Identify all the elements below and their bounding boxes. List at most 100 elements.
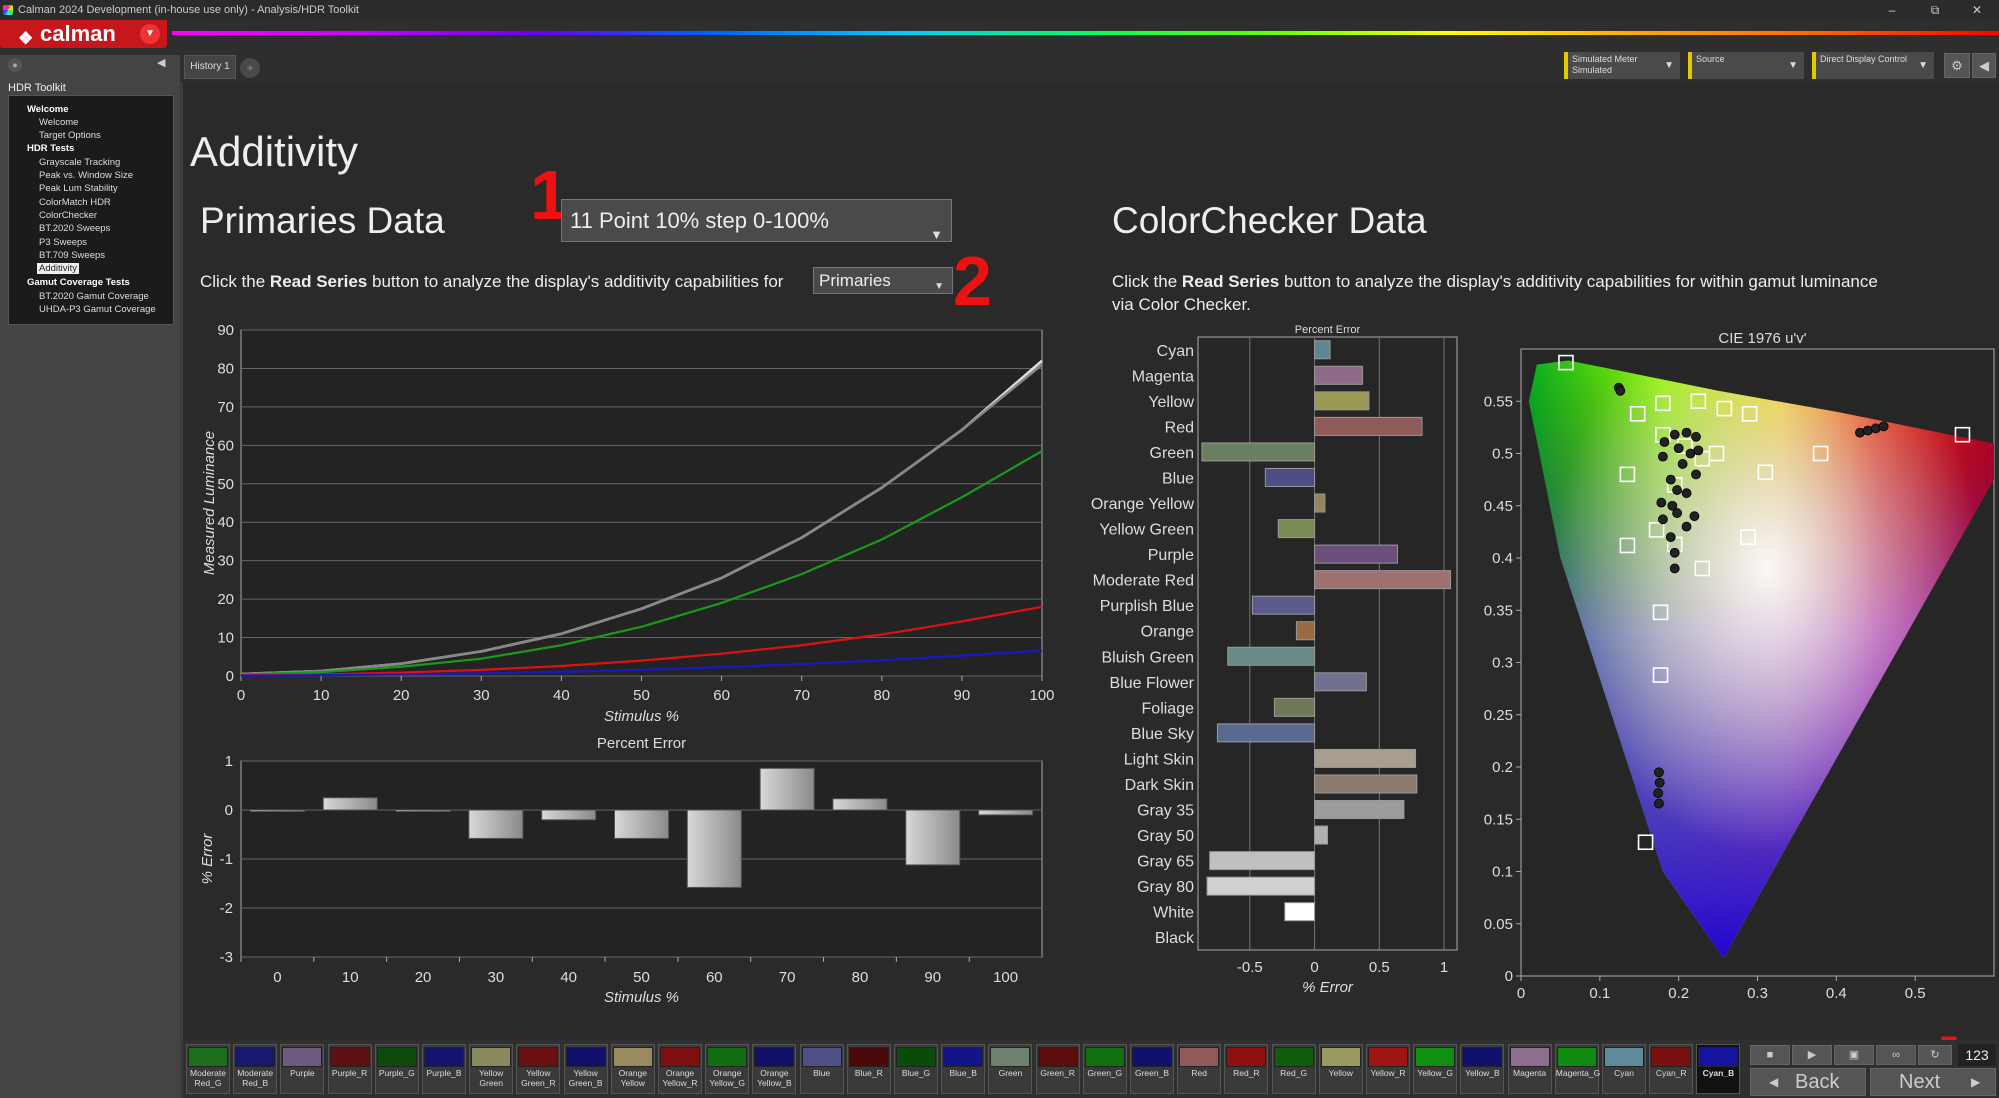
tree-item-peak-lum-stability[interactable]: Peak Lum Stability (39, 183, 118, 194)
tree-item-bt2020-sweeps[interactable]: BT.2020 Sweeps (39, 223, 111, 234)
swatch-item[interactable]: Yellow Green (469, 1044, 514, 1094)
series-select[interactable]: 11 Point 10% step 0-100% ▼ (561, 199, 952, 242)
cc-error-bar (1201, 442, 1316, 462)
swatch-item[interactable]: Purple (280, 1044, 325, 1094)
x-tick-label: 50 (633, 687, 650, 704)
tree-item-colorchecker[interactable]: ColorChecker (39, 210, 98, 221)
back-button[interactable]: ◀ Back (1750, 1068, 1866, 1096)
measured-point (1669, 563, 1680, 574)
primaries-heading: Primaries Data (200, 200, 445, 241)
swatch-item[interactable]: Purple_G (374, 1044, 419, 1094)
loop-icon[interactable]: ∞ (1876, 1045, 1916, 1065)
swatch-item[interactable]: Magenta_G (1554, 1044, 1600, 1094)
swatch-item[interactable]: Green_R (1035, 1044, 1080, 1094)
swatch-item[interactable]: Orange Yellow_B (752, 1044, 797, 1094)
swatch-label: Cyan (1614, 1068, 1634, 1078)
swatch-item[interactable]: Yellow_R (1366, 1044, 1410, 1094)
next-button[interactable]: Next ▶ (1870, 1068, 1996, 1096)
y-tick-label: 80 (217, 360, 234, 377)
swatch-item[interactable]: Cyan (1602, 1044, 1646, 1094)
tree-item-colormatch-hdr[interactable]: ColorMatch HDR (39, 197, 111, 208)
swatch-item[interactable]: Blue_B (941, 1044, 986, 1094)
swatch-item[interactable]: Yellow_G (1413, 1044, 1458, 1094)
sidebar-settings-icon[interactable]: ● (8, 58, 22, 72)
tree-item-additivity[interactable]: Additivity (37, 263, 80, 274)
tree-item-grayscale-tracking[interactable]: Grayscale Tracking (39, 157, 121, 168)
swatch-item[interactable]: Red_G (1271, 1044, 1316, 1094)
swatch-item[interactable]: Red_R (1224, 1044, 1269, 1094)
target-marker (1637, 834, 1654, 851)
luminance-plot-area (240, 329, 1043, 677)
measured-point (1672, 485, 1682, 495)
swatch-label: Purple (290, 1068, 315, 1078)
cc-error-bar (1206, 876, 1316, 896)
collapse-sidebar-icon[interactable]: ◀ (157, 57, 166, 69)
primaries-select[interactable]: Primaries ▼ (813, 267, 953, 294)
swatch-item[interactable]: Yellow Green_R (516, 1044, 561, 1094)
swatch-item[interactable]: Magenta (1507, 1044, 1552, 1094)
tree-group-welcome[interactable]: Welcome (27, 104, 69, 115)
swatch-item[interactable]: Moderate Red_G (186, 1044, 230, 1094)
display-control-dropdown[interactable]: Direct Display Control ▼ (1812, 52, 1934, 79)
refresh-icon[interactable]: ↻ (1918, 1045, 1952, 1065)
swatch-item[interactable]: Yellow (1318, 1044, 1363, 1094)
swatch-label: Blue_B (949, 1068, 977, 1078)
add-tab-icon[interactable]: + (240, 58, 260, 78)
swatch-item[interactable]: Cyan_B (1696, 1044, 1741, 1094)
swatch-item[interactable]: Moderate Red_B (233, 1044, 278, 1094)
swatch-item[interactable]: Green (988, 1044, 1033, 1094)
source-dropdown[interactable]: Source ▼ (1688, 52, 1804, 79)
y-tick-label: 0.15 (1484, 811, 1513, 828)
target-marker (1690, 393, 1707, 410)
tree-group-gamut-coverage[interactable]: Gamut Coverage Tests (27, 277, 130, 288)
next-arrow-icon: ▶ (1971, 1075, 1981, 1089)
swatch-item[interactable]: Green_G (1082, 1044, 1127, 1094)
swatch-label: Purple_B (426, 1068, 462, 1078)
tree-item-bt2020-gamut[interactable]: BT.2020 Gamut Coverage (39, 291, 149, 302)
target-marker (1812, 445, 1829, 462)
swatch-color (235, 1047, 276, 1067)
primaries-desc-text: Click the (200, 272, 270, 291)
swatch-item[interactable]: Blue_R (846, 1044, 891, 1094)
swatch-item[interactable]: Yellow Green_B (563, 1044, 608, 1094)
tree-item-bt709-sweeps[interactable]: BT.709 Sweeps (39, 250, 106, 261)
cc-error-bar (1314, 365, 1363, 385)
swatch-item[interactable]: Red (1177, 1044, 1222, 1094)
tree-item-p3-sweeps[interactable]: P3 Sweeps (39, 237, 88, 248)
tree-item-welcome[interactable]: Welcome (39, 117, 79, 128)
minimize-icon[interactable]: – (1888, 3, 1896, 17)
chevron-down-icon[interactable]: ▼ (140, 24, 160, 44)
x-tick-label: 1 (1440, 959, 1448, 976)
swatch-item[interactable]: Green_B (1130, 1044, 1174, 1094)
error-bar (614, 809, 669, 839)
tree-item-peak-vs-window[interactable]: Peak vs. Window Size (39, 170, 133, 181)
tree-item-target-options[interactable]: Target Options (39, 130, 101, 141)
y-tick-label: 0.35 (1484, 602, 1513, 619)
restore-icon[interactable]: ⧉ (1930, 3, 1940, 17)
tree-item-uhda-p3-gamut[interactable]: UHDA-P3 Gamut Coverage (39, 304, 156, 315)
swatch-item[interactable]: Yellow_B (1460, 1044, 1505, 1094)
stop-icon[interactable]: ■ (1750, 1045, 1790, 1065)
cc-desc-rest: button to analyze the display's additivi… (1279, 272, 1878, 291)
x-tick-label: 20 (415, 969, 432, 986)
swatch-item[interactable]: Blue_G (894, 1044, 938, 1094)
tab-history-1[interactable]: History 1 (184, 55, 236, 79)
measured-point (1669, 547, 1680, 558)
close-icon[interactable]: ✕ (1971, 3, 1983, 17)
save-icon[interactable]: ▣ (1834, 1045, 1874, 1065)
swatch-item[interactable]: Orange Yellow_G (705, 1044, 750, 1094)
gear-icon[interactable]: ⚙ (1944, 53, 1970, 78)
tree-group-hdr-tests[interactable]: HDR Tests (27, 143, 75, 154)
calman-menu-button[interactable]: ❖ calman ▼ (0, 20, 167, 48)
swatch-color (1556, 1047, 1597, 1067)
collapse-right-icon[interactable]: ◀ (1972, 53, 1996, 78)
swatch-item[interactable]: Blue (799, 1044, 844, 1094)
y-tick-label: 0.1 (1492, 864, 1513, 881)
swatch-item[interactable]: Orange Yellow (610, 1044, 655, 1094)
swatch-item[interactable]: Purple_R (327, 1044, 372, 1094)
swatch-item[interactable]: Orange Yellow_R (658, 1044, 702, 1094)
swatch-item[interactable]: Purple_B (422, 1044, 466, 1094)
play-icon[interactable]: ▶ (1792, 1045, 1832, 1065)
meter-dropdown[interactable]: Simulated Meter Simulated ▼ (1564, 52, 1680, 79)
swatch-item[interactable]: Cyan_R (1649, 1044, 1694, 1094)
